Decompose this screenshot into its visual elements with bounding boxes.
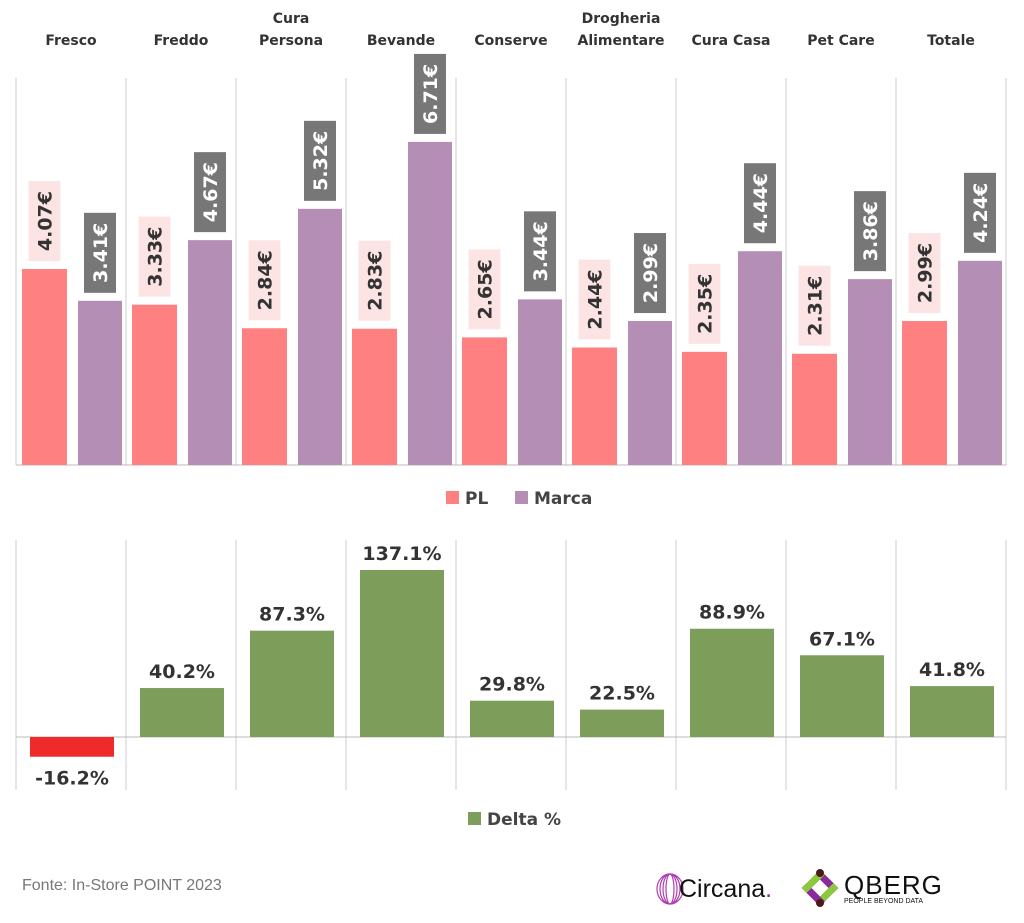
data-label: 2.65€: [475, 259, 497, 319]
data-label-box: [468, 249, 501, 330]
bar-marca: [518, 299, 562, 465]
data-label: 41.8%: [919, 659, 985, 681]
category-label: Alimentare: [577, 33, 664, 49]
data-label-box: [524, 211, 556, 292]
category-label: Drogheria: [582, 11, 661, 27]
bar-marca: [848, 279, 892, 465]
bar-marca: [628, 321, 672, 465]
category-label: Totale: [927, 33, 975, 49]
bar-marca: [78, 300, 122, 465]
circana-logo: Circana.: [655, 872, 772, 906]
data-label-box: [964, 172, 996, 253]
data-label-box: [578, 259, 611, 340]
data-label: 6.71€: [420, 64, 442, 124]
data-label-box: [634, 233, 666, 314]
legend-label: PL: [465, 489, 488, 509]
category-label: Cura: [273, 11, 310, 27]
category-label: Freddo: [154, 33, 209, 49]
category-label: Conserve: [474, 33, 547, 49]
data-label-box: [194, 152, 226, 233]
data-label-box: [28, 181, 61, 262]
bar-pl: [462, 337, 507, 465]
legend-label: Marca: [534, 489, 592, 509]
bar-marca: [408, 141, 452, 465]
data-label: 87.3%: [259, 604, 325, 626]
data-label: 22.5%: [589, 683, 655, 705]
bar-marca: [188, 240, 232, 465]
bar-pl: [792, 353, 837, 465]
data-label: 137.1%: [362, 543, 441, 565]
bar-delta: [250, 630, 334, 737]
qberg-logo: QBERG PEOPLE BEYOND DATA: [800, 868, 943, 908]
data-label: 67.1%: [809, 628, 875, 650]
category-label: Cura Casa: [692, 33, 771, 49]
bar-delta: [690, 628, 774, 737]
data-label: 4.07€: [35, 191, 57, 251]
data-label: 2.99€: [915, 243, 937, 303]
bar-delta: [140, 688, 224, 737]
data-label: -16.2%: [35, 768, 109, 790]
data-label: 40.2%: [149, 661, 215, 683]
bar-marca: [738, 251, 782, 465]
bar-pl: [132, 304, 177, 465]
category-label: Fresco: [45, 33, 97, 49]
data-label: 3.86€: [860, 201, 882, 261]
data-label-box: [798, 265, 831, 346]
bar-pl: [902, 321, 947, 465]
chart-svg: Fresco Freddo Cura Persona Bevande Conserve Dr…: [15, 11, 1007, 830]
data-label-box: [248, 240, 281, 321]
data-label: 2.31€: [805, 276, 827, 336]
bar-delta: [360, 570, 444, 737]
data-label: 2.44€: [585, 269, 607, 329]
data-label-box: [688, 263, 721, 344]
data-label-box: [304, 120, 336, 201]
data-label-box: [84, 212, 116, 293]
legend-swatch: [515, 491, 528, 504]
data-label: 3.41€: [90, 223, 112, 283]
data-label: 3.44€: [530, 221, 552, 281]
bar-pl: [352, 328, 397, 465]
legend-label: Delta %: [487, 810, 561, 830]
circana-rings-icon: [656, 873, 684, 905]
source-note: Fonte: In-Store POINT 2023: [22, 877, 222, 894]
category-label: Bevande: [367, 33, 435, 49]
bar-delta: [580, 709, 664, 737]
data-label: 2.83€: [365, 251, 387, 311]
legend-swatch: [446, 491, 459, 504]
data-label: 29.8%: [479, 674, 545, 696]
bar-delta: [30, 737, 114, 757]
data-label: 3.33€: [145, 227, 167, 287]
data-label: 88.9%: [699, 602, 765, 624]
data-label-box: [358, 240, 391, 321]
bar-delta: [800, 655, 884, 737]
bar-marca: [298, 208, 342, 466]
data-label: 4.24€: [970, 183, 992, 243]
data-label-box: [138, 216, 171, 297]
qberg-diamond-icon: [801, 869, 839, 907]
bar-pl: [572, 347, 617, 465]
bar-pl: [682, 351, 727, 465]
category-label: Persona: [259, 33, 323, 49]
data-label: 2.99€: [640, 243, 662, 303]
category-label: Pet Care: [807, 33, 874, 49]
bar-pl: [22, 269, 67, 465]
data-label: 4.67€: [200, 162, 222, 222]
data-label-box: [908, 233, 941, 314]
bar-delta: [470, 700, 554, 737]
bar-marca: [958, 260, 1002, 465]
data-label: 2.84€: [255, 250, 277, 310]
qberg-wordmark: QBERG: [844, 869, 943, 900]
data-label-box: [744, 163, 776, 244]
data-label-box: [854, 191, 886, 272]
bar-delta: [910, 686, 994, 737]
legend-swatch: [468, 812, 481, 825]
bar-pl: [242, 328, 287, 465]
data-label: 4.44€: [750, 173, 772, 233]
data-label: 5.32€: [310, 131, 332, 191]
data-label-box: [414, 53, 446, 134]
data-label: 2.35€: [695, 274, 717, 334]
qberg-tagline: PEOPLE BEYOND DATA: [844, 897, 924, 905]
